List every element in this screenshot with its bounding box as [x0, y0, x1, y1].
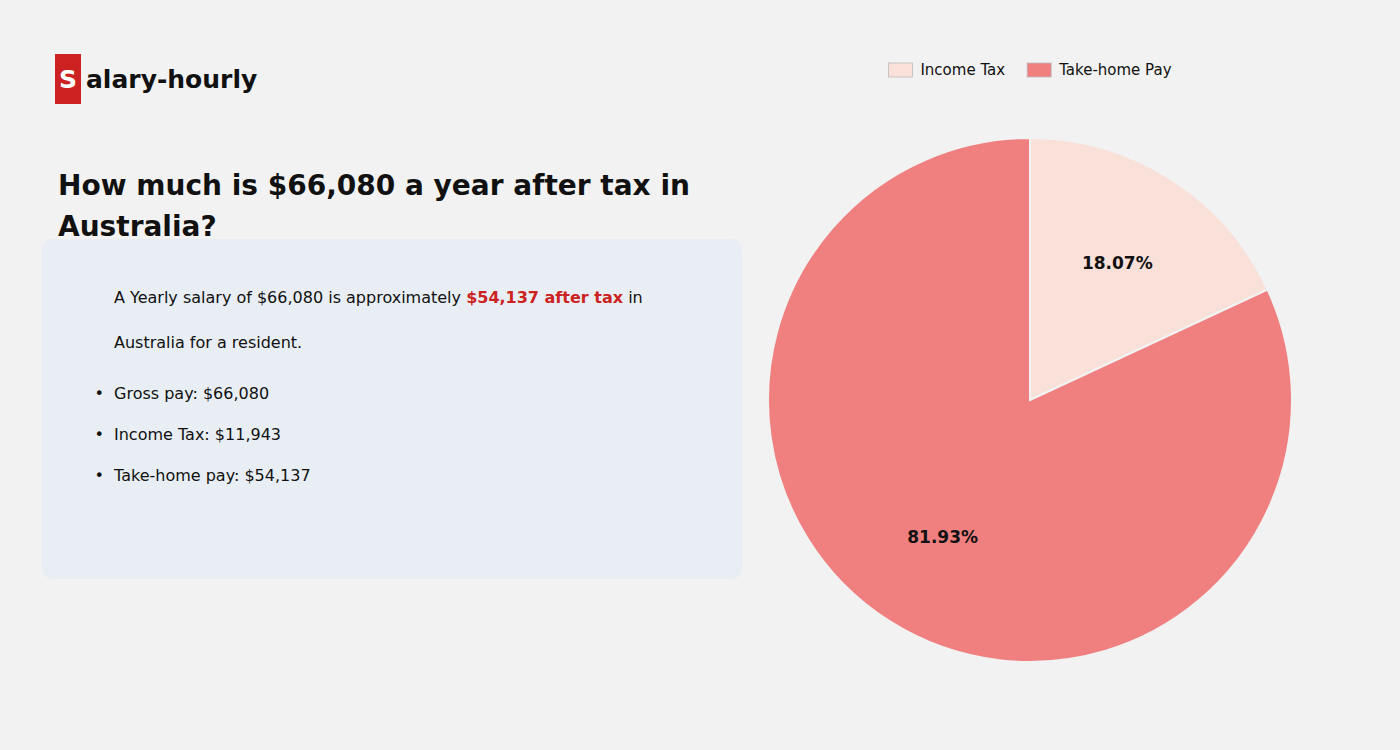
bullet: • [95, 384, 104, 403]
slice [768, 138, 1292, 662]
title-line: How much is $66,080 a year after tax in [58, 169, 690, 202]
info-box [42, 239, 742, 579]
legend-swatch [888, 63, 912, 77]
legend: Income Tax Take-home Pay [888, 61, 1171, 79]
pie [768, 138, 1292, 662]
logo-box [55, 54, 81, 104]
logo-text: alary-hourly [86, 65, 257, 94]
data-label: 81.93% [907, 527, 978, 547]
bullet-item: Take-home pay: $54,137 [113, 466, 311, 485]
bullet-item: Gross pay: $66,080 [114, 384, 269, 403]
legend-label: Income Tax [920, 61, 1005, 79]
title-line: Australia? [58, 210, 217, 243]
paragraph-line: Australia for a resident. [114, 333, 302, 352]
bullet: • [95, 466, 104, 485]
logo-letter: S [59, 65, 77, 94]
background [0, 0, 1400, 750]
legend-item: Income Tax [888, 61, 1005, 79]
bullet: • [95, 425, 104, 444]
legend-label: Take-home Pay [1058, 61, 1172, 79]
paragraph-segment: in [623, 288, 643, 307]
legend-swatch [1027, 63, 1051, 77]
highlight: $54,137 after tax [466, 288, 624, 307]
chart-root: Salary-hourly How much is $66,080 a year … [0, 0, 1400, 750]
paragraph-line: A Yearly salary of $66,080 is approximat… [114, 288, 643, 307]
data-labels: 18.07% 81.93% [907, 253, 1152, 547]
title: How much is $66,080 a year after tax in A… [58, 169, 690, 243]
logo: Salary-hourly [55, 54, 257, 104]
canvas: Salary-hourly How much is $66,080 a year … [0, 0, 1400, 750]
bullet-item: Income Tax: $11,943 [114, 425, 281, 444]
data-label: 18.07% [1082, 253, 1153, 273]
legend-item: Take-home Pay [1027, 61, 1172, 79]
paragraph-segment: A Yearly salary of $66,080 is approximat… [114, 288, 466, 307]
